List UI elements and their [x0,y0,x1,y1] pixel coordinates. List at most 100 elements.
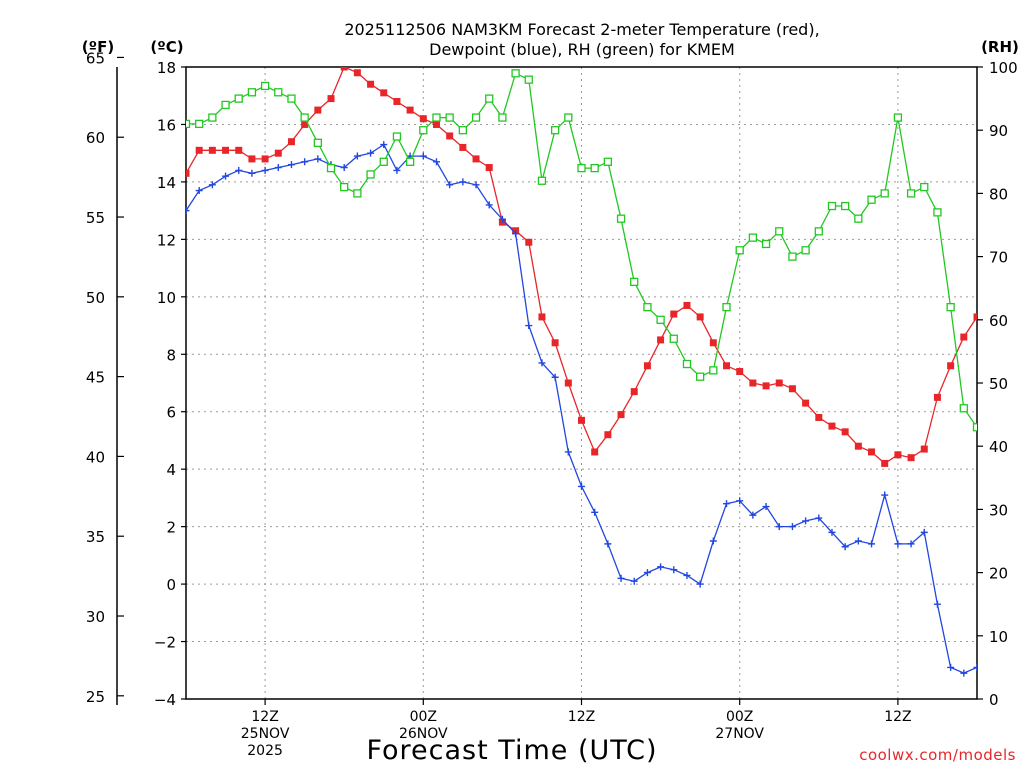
rh-point [893,113,903,122]
celsius-tick-label: 8 [166,346,176,364]
x-tick-label: 27NOV [715,726,764,742]
dewpoint-point [736,497,744,505]
temperature-point [670,310,678,318]
rh-point [854,214,863,223]
rh-point [511,69,520,78]
rh-point [485,94,494,103]
x-tick-label: 00Z [726,709,753,725]
temperature-point [222,146,230,154]
rh-point [353,189,362,198]
rh-point [669,334,678,343]
rh-point [590,163,599,173]
rh-tick-label: 100 [989,59,1018,77]
dewpoint-point [854,537,862,545]
dewpoint-point [538,359,546,367]
rh-tick-label: 60 [989,312,1008,330]
temperature-point [446,132,454,140]
temperature-point [472,155,480,163]
temperature-point [525,238,533,246]
temperature-point [393,97,401,105]
rh-point [946,303,955,312]
temperature-point [973,313,977,321]
x-tick-label: 12Z [568,709,595,725]
dewpoint-point [419,152,427,160]
rh-point [471,113,481,122]
rh-point [972,423,977,432]
rh-point [208,113,217,122]
dewpoint-point [512,230,520,238]
temperature-point [248,155,256,163]
celsius-tick-label: 14 [157,174,176,192]
temperature-point [591,448,599,456]
rh-point [761,239,771,249]
rh-point [392,132,402,141]
rh-point [405,157,415,166]
dewpoint-point [222,172,230,180]
temperature-point [186,169,190,177]
rh-point [643,303,652,312]
dewpoint-point [775,523,783,531]
temperature-point [617,411,625,419]
dewpoint-point [353,152,361,160]
dewpoint-point [841,543,849,551]
dewpoint-point [723,500,731,508]
rh-point [498,113,507,122]
temperature-point [432,120,440,128]
dewpoint-point [186,207,190,215]
temperature-point [327,95,335,103]
rh-tick-label: 0 [989,691,999,709]
celsius-tick-label: 0 [166,576,176,594]
celsius-tick-label: 6 [166,404,176,422]
fahrenheit-tick-label: 30 [86,608,105,626]
dewpoint-point [551,373,559,381]
x-tick-label: 12Z [251,709,278,725]
temperature-point [367,80,375,88]
dewpoint-point [815,514,823,522]
dewpoint-point [960,669,968,677]
temperature-point [630,388,638,396]
rh-point [696,372,705,381]
temperature-point [723,362,731,370]
dewpoint-point [274,164,282,172]
dewpoint-point [367,149,375,157]
fahrenheit-tick-label: 45 [86,369,105,387]
rh-point [788,252,797,261]
dewpoint-point [920,528,928,536]
dewpoint-point [380,141,388,149]
temperature-point [340,67,348,71]
dewpoint-point [432,158,440,166]
dewpoint-point [301,158,309,166]
temperature-point [881,459,889,467]
rh-point [458,126,468,135]
rh-point [537,176,547,185]
dewpoint-point [340,164,348,172]
temperature-point [736,368,744,376]
dewpoint-point [314,155,322,163]
rh-tick-label: 20 [989,565,1008,583]
rh-point [340,182,349,192]
rh-point [722,303,731,312]
dewpoint-point [657,563,665,571]
temperature-point [802,399,810,407]
rh-point [827,201,837,211]
dewpoint-point [393,166,401,174]
temperature-point [775,379,783,387]
dewpoint-point [696,580,704,588]
temperature-point [947,362,955,370]
celsius-tick-label: 16 [157,116,176,134]
temperature-point [419,115,427,123]
rh-point [735,246,744,255]
x-tick-label: 26NOV [399,726,448,742]
dewpoint-point [485,201,493,209]
fahrenheit-unit-label: (ºF) [82,38,114,56]
temperature-point [564,379,572,387]
dewpoint-point [617,574,625,582]
dewpoint-point [907,540,915,548]
rh-point [326,163,336,173]
dewpoint-point [947,663,955,671]
rh-point [445,113,454,122]
temperature-point [235,146,243,154]
rh-point [274,88,283,97]
credit-text: coolwx.com/models [859,746,1016,764]
dewpoint-point [498,215,506,223]
